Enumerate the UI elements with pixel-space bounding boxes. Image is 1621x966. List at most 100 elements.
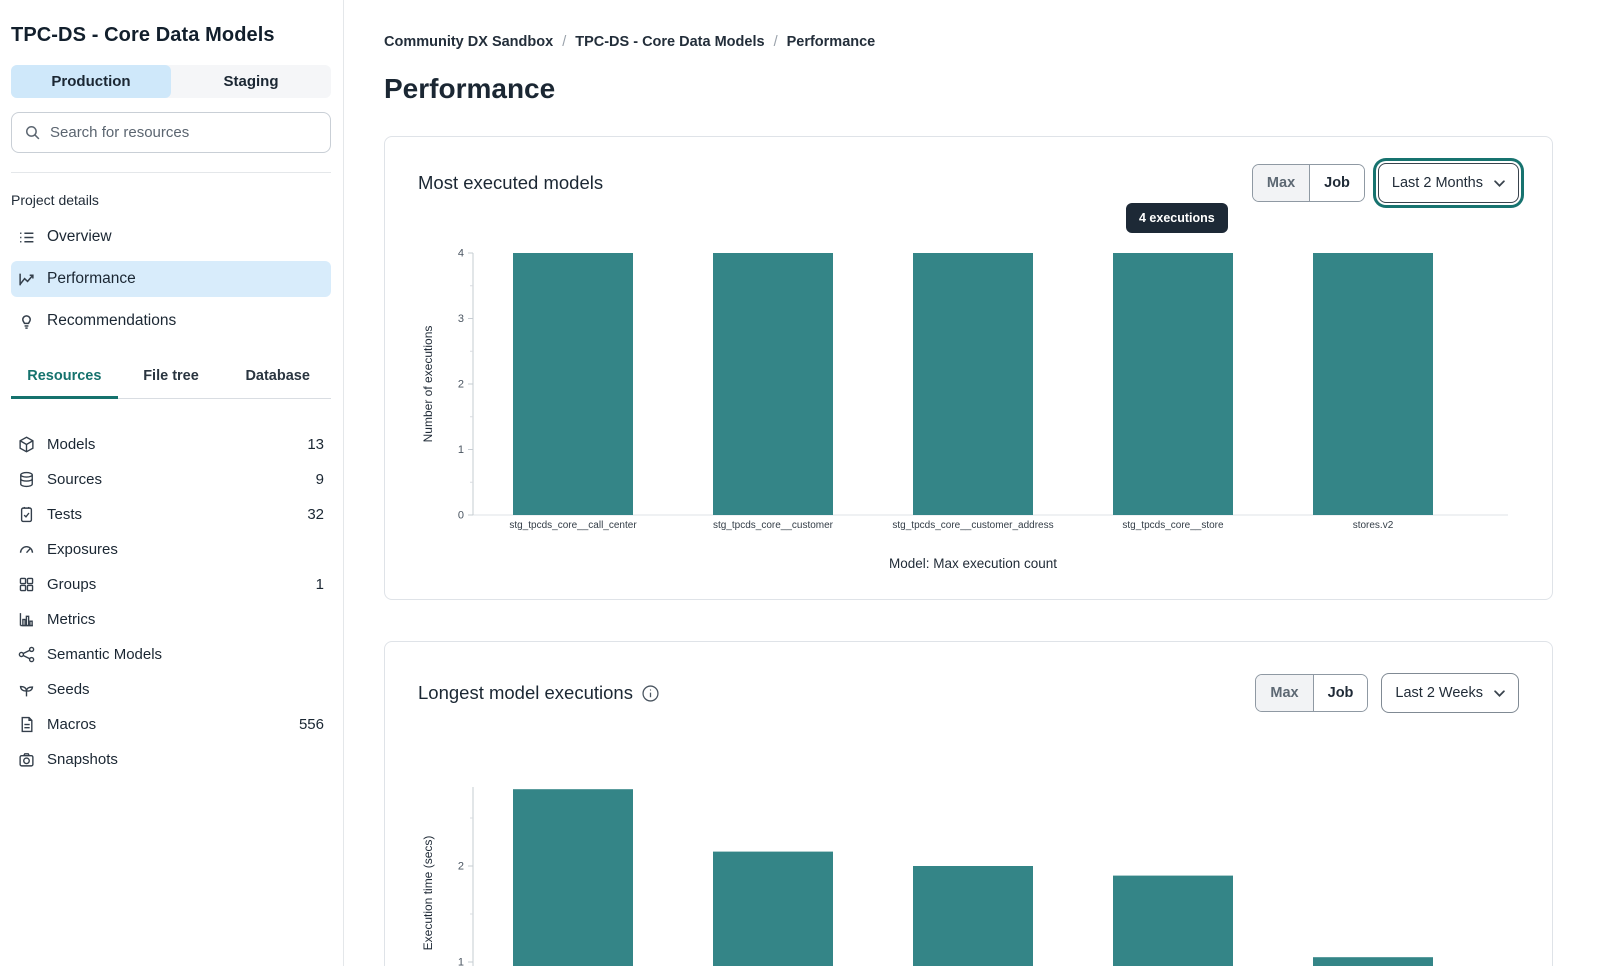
resource-count: 1 [315, 576, 324, 593]
chevron-down-icon [1494, 689, 1505, 697]
svg-text:4: 4 [458, 248, 464, 260]
clipboard-check-icon [18, 506, 35, 523]
resource-label: Snapshots [47, 751, 118, 768]
resource-label: Macros [47, 716, 97, 733]
svg-text:Number of executions: Number of executions [421, 326, 435, 443]
svg-text:stg_tpcds_core__store: stg_tpcds_core__store [1122, 520, 1224, 531]
project-title: TPC-DS - Core Data Models [11, 24, 275, 46]
resource-label: Semantic Models [47, 646, 163, 663]
sprout-icon [18, 681, 35, 698]
svg-text:1: 1 [458, 444, 464, 456]
env-tab-production[interactable]: Production [11, 65, 171, 98]
svg-text:stg_tpcds_core__customer: stg_tpcds_core__customer [713, 520, 834, 531]
card-header: Longest model executions Max Job Last 2 … [418, 673, 1519, 713]
network-icon [18, 646, 35, 663]
breadcrumb-separator: / [773, 34, 778, 50]
svg-text:Model: Max execution count: Model: Max execution count [889, 556, 1057, 571]
longest-executions-chart[interactable]: 1 2 Execution time (secs) [418, 743, 1521, 966]
svg-text:2: 2 [458, 379, 464, 391]
most-executed-models-card: Most executed models Max Job Last 2 Mont… [384, 136, 1553, 600]
grid-icon [18, 576, 35, 593]
resource-label: Tests [47, 506, 83, 523]
sidebar-item-label: Performance [47, 270, 136, 287]
svg-text:0: 0 [458, 510, 464, 522]
sidebar-item-exposures[interactable]: Exposures [11, 532, 331, 567]
page-title: Performance [384, 73, 556, 104]
card-title-text: Longest model executions [418, 682, 633, 703]
bar-chart-icon [18, 611, 35, 628]
breadcrumb: Community DX Sandbox / TPC-DS - Core Dat… [384, 32, 1553, 52]
tab-file-tree[interactable]: File tree [143, 368, 199, 384]
breadcrumb-separator: / [562, 34, 567, 50]
info-icon[interactable] [642, 684, 659, 702]
resource-count: 13 [307, 436, 324, 453]
time-range-value: Last 2 Weeks [1395, 685, 1483, 701]
sidebar-item-label: Recommendations [47, 312, 177, 329]
time-range-value: Last 2 Months [1391, 175, 1483, 191]
svg-text:Execution time (secs): Execution time (secs) [421, 836, 435, 951]
max-button[interactable]: Max [1252, 165, 1311, 201]
svg-text:2: 2 [458, 861, 464, 873]
chart-controls: Max Job Last 2 Months [1251, 163, 1519, 203]
granularity-toggle: Max Job [1251, 164, 1365, 202]
card-title: Longest model executions [418, 682, 659, 704]
environment-toggle: Production Staging [11, 65, 331, 98]
sidebar-item-overview[interactable]: Overview [11, 219, 331, 255]
env-tab-staging[interactable]: Staging [223, 73, 279, 90]
svg-text:stg_tpcds_core__call_center: stg_tpcds_core__call_center [509, 520, 637, 531]
sidebar-item-semantic-models[interactable]: Semantic Models [11, 637, 331, 672]
document-icon [18, 716, 35, 733]
breadcrumb-current: Performance [786, 34, 876, 50]
tab-resources[interactable]: Resources [11, 368, 118, 399]
most-executed-models-chart[interactable]: 0 1 2 3 4 stg_tpcds_core__call_center stg_tpcd… [418, 241, 1521, 581]
sidebar: TPC-DS - Core Data Models Production Sta… [0, 0, 344, 966]
max-button[interactable]: Max [1256, 675, 1314, 711]
resource-tabs: Resources File tree Database [11, 368, 331, 399]
granularity-toggle: Max Job [1255, 674, 1369, 712]
tab-database[interactable]: Database [245, 368, 310, 384]
sidebar-item-seeds[interactable]: Seeds [11, 672, 331, 707]
svg-text:stg_tpcds_core__customer_addre: stg_tpcds_core__customer_address [892, 520, 1053, 531]
job-button[interactable]: Job [1313, 675, 1368, 711]
resource-list: Models 13 Sources 9 Tests 32 [11, 427, 331, 777]
svg-text:stores.v2: stores.v2 [1353, 520, 1394, 531]
resource-count: 32 [307, 506, 324, 523]
resource-label: Metrics [47, 611, 96, 628]
chart-tooltip: 4 executions [1126, 203, 1228, 233]
svg-text:1: 1 [458, 957, 464, 966]
sidebar-item-sources[interactable]: Sources 9 [11, 462, 331, 497]
cube-icon [18, 436, 35, 453]
sidebar-item-models[interactable]: Models 13 [11, 427, 331, 462]
chart-controls: Max Job Last 2 Weeks [1255, 673, 1519, 713]
longest-model-executions-card: Longest model executions Max Job Last 2 … [384, 641, 1553, 966]
resource-label: Models [47, 436, 96, 453]
sidebar-item-macros[interactable]: Macros 556 [11, 707, 331, 742]
time-range-dropdown[interactable]: Last 2 Months [1377, 163, 1519, 203]
card-title: Most executed models [418, 172, 604, 193]
resource-label: Groups [47, 576, 97, 593]
project-nav: Overview Performance Recommendations [11, 219, 331, 339]
project-details-label: Project details [11, 192, 99, 208]
sidebar-item-snapshots[interactable]: Snapshots [11, 742, 331, 777]
job-button[interactable]: Job [1310, 165, 1364, 201]
database-icon [18, 471, 35, 488]
sidebar-item-groups[interactable]: Groups 1 [11, 567, 331, 602]
resource-label: Seeds [47, 681, 90, 698]
sidebar-item-performance[interactable]: Performance [11, 261, 331, 297]
time-range-dropdown[interactable]: Last 2 Weeks [1381, 673, 1519, 713]
gauge-icon [18, 541, 35, 558]
svg-text:3: 3 [458, 313, 464, 325]
resource-search[interactable] [11, 112, 331, 153]
sidebar-item-metrics[interactable]: Metrics [11, 602, 331, 637]
breadcrumb-project[interactable]: TPC-DS - Core Data Models [575, 34, 765, 50]
resource-label: Exposures [47, 541, 118, 558]
sidebar-item-tests[interactable]: Tests 32 [11, 497, 331, 532]
resource-label: Sources [47, 471, 103, 488]
resource-count: 9 [315, 471, 324, 488]
breadcrumb-account[interactable]: Community DX Sandbox [384, 34, 554, 50]
sidebar-item-recommendations[interactable]: Recommendations [11, 303, 331, 339]
search-input[interactable] [50, 124, 318, 141]
sidebar-divider [11, 172, 331, 173]
resource-count: 556 [298, 716, 324, 733]
trend-icon [18, 271, 35, 288]
